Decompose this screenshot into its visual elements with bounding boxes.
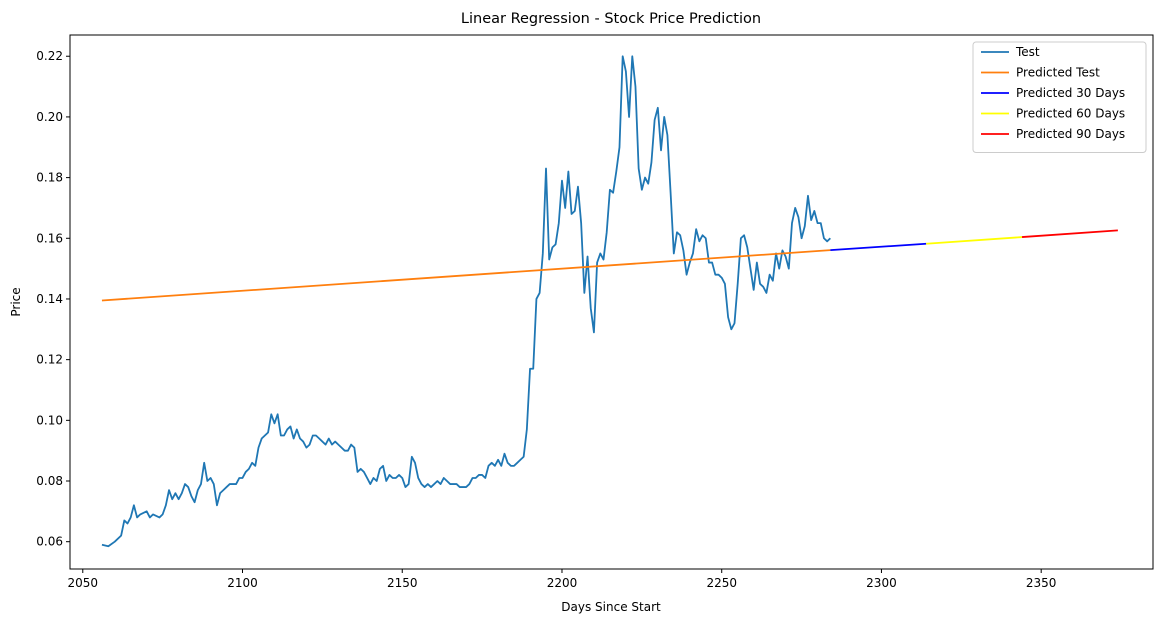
legend-label: Predicted Test	[1016, 66, 1100, 80]
y-tick-label: 0.18	[36, 171, 63, 185]
y-tick-label: 0.12	[36, 353, 63, 367]
x-tick-label: 2100	[227, 576, 258, 590]
series-layer	[101, 55, 1118, 548]
legend-label: Predicted 60 Days	[1016, 107, 1125, 121]
legend-box	[972, 41, 1147, 153]
chart-title: Linear Regression - Stock Price Predicti…	[461, 11, 761, 27]
x-tick-label: 2050	[68, 576, 99, 590]
y-axis-label: Price	[9, 287, 23, 316]
series-line-1	[101, 249, 831, 302]
x-tick-label: 2350	[1026, 576, 1057, 590]
x-tick-label: 2300	[866, 576, 897, 590]
series-line-3	[926, 236, 1023, 245]
series-line-0	[101, 55, 831, 548]
x-axis: 2050 2100 2150 2200 2250 2300 2350	[68, 569, 1057, 590]
x-tick-label: 2200	[547, 576, 578, 590]
y-axis: 0.06 0.08 0.10 0.12 0.14 0.16 0.18 0.20 0.22	[36, 49, 70, 549]
y-tick-label: 0.06	[36, 535, 63, 549]
y-tick-label: 0.14	[36, 292, 63, 306]
y-tick-label: 0.10	[36, 413, 63, 427]
legend-label: Predicted 90 Days	[1016, 127, 1125, 141]
series-line-2	[830, 242, 927, 252]
x-tick-label: 2250	[706, 576, 737, 590]
y-tick-label: 0.08	[36, 474, 63, 488]
legend-label: Test	[1015, 45, 1040, 59]
legend-label: Predicted 30 Days	[1016, 86, 1125, 100]
y-tick-label: 0.16	[36, 231, 63, 245]
y-tick-label: 0.20	[36, 110, 63, 124]
series-line-4	[1021, 229, 1118, 238]
y-tick-label: 0.22	[36, 49, 63, 63]
legend: Test Predicted Test Predicted 30 Days Predi…	[972, 41, 1147, 153]
x-axis-label: Days Since Start	[561, 600, 661, 614]
axes-frame	[69, 34, 1154, 570]
plot-area: 2050 2100 2150 2200 2250 2300 2350 0.06 0.08 0.1…	[36, 34, 1154, 590]
x-tick-label: 2150	[387, 576, 418, 590]
